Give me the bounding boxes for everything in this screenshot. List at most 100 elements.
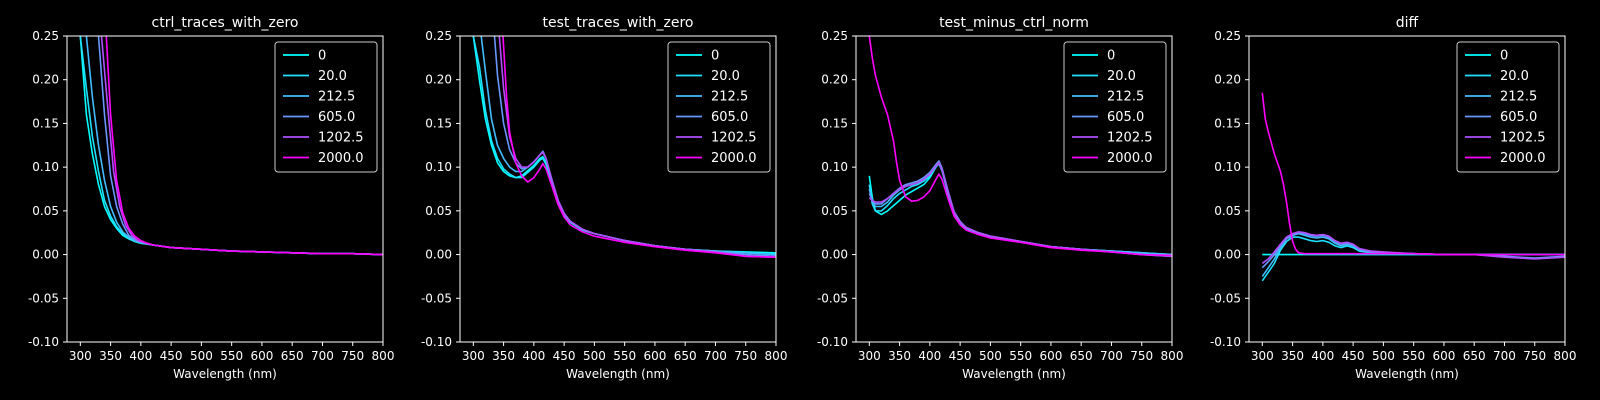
x-tick-label: 500 (1372, 349, 1395, 363)
axes-frame (459, 35, 777, 343)
legend-label-0: 0 (318, 49, 326, 64)
y-tick-label: 0.10 (425, 160, 452, 174)
x-tick-label: 700 (704, 349, 727, 363)
y-tick-label: 0.25 (1214, 29, 1241, 43)
x-tick-label: 300 (462, 349, 485, 363)
legend-label-20.0: 20.0 (711, 69, 740, 84)
y-tick-label: 0.20 (821, 73, 848, 87)
series-group (79, 36, 383, 256)
legend: 0 20.0 212.5 605.0 1202.5 2000.0 (1063, 41, 1167, 173)
series-line-2000.0 (105, 36, 383, 256)
x-tick-label: 750 (1523, 349, 1546, 363)
y-tick-label: -0.05 (1210, 291, 1241, 305)
x-tick-label: 550 (1009, 349, 1032, 363)
subplot-2: test_minus_ctrl_norm 300 350 400 450 500 550 60… (817, 15, 1184, 381)
x-tick-label: 300 (69, 349, 92, 363)
y-tick-label: -0.10 (817, 335, 848, 349)
x-tick-label: 800 (1554, 349, 1577, 363)
y-tick-label: 0.10 (1214, 160, 1241, 174)
series-line-2000.0 (1261, 92, 1565, 256)
series-line-1202.5 (498, 36, 776, 258)
x-tick-label: 450 (1342, 349, 1365, 363)
x-tick-label: 750 (341, 349, 364, 363)
legend-label-605.0: 605.0 (711, 110, 748, 125)
x-tick-label: 400 (1311, 349, 1334, 363)
x-tick-label: 450 (553, 349, 576, 363)
legend-label-1202.5: 1202.5 (318, 131, 364, 146)
legend-label-2000.0: 2000.0 (1500, 151, 1546, 166)
legend-label-1202.5: 1202.5 (1500, 131, 1546, 146)
y-tick-label: -0.05 (28, 291, 59, 305)
x-tick-label: 500 (583, 349, 606, 363)
x-tick-label: 600 (1039, 349, 1062, 363)
y-tick-label: 0.15 (425, 116, 452, 130)
subplot-0: ctrl_traces_with_zero 300 350 400 450 500 550 6… (28, 15, 395, 381)
legend-label-20.0: 20.0 (1500, 69, 1529, 84)
x-tick-label: 550 (613, 349, 636, 363)
legend-box (274, 41, 378, 173)
x-tick-label: 600 (643, 349, 666, 363)
x-tick-label: 700 (1100, 349, 1123, 363)
axes-frame (1248, 35, 1566, 343)
x-axis-label: Wavelength (nm) (566, 367, 670, 381)
x-tick-label: 800 (1161, 349, 1184, 363)
x-tick-label: 650 (674, 349, 697, 363)
x-tick-label: 550 (220, 349, 243, 363)
axes-frame (66, 35, 384, 343)
series-group (868, 36, 1172, 258)
y-tick-label: 0.20 (1214, 73, 1241, 87)
legend-label-0: 0 (1107, 49, 1115, 64)
x-tick-label: 450 (160, 349, 183, 363)
y-tick-label: 0.15 (1214, 116, 1241, 130)
x-tick-label: 650 (1463, 349, 1486, 363)
x-tick-label: 800 (765, 349, 788, 363)
axes-frame (855, 35, 1173, 343)
y-tick-label: -0.05 (817, 291, 848, 305)
x-axis-label: Wavelength (nm) (1355, 367, 1459, 381)
x-tick-label: 600 (250, 349, 273, 363)
y-tick-label: -0.10 (421, 335, 452, 349)
legend: 0 20.0 212.5 605.0 1202.5 2000.0 (1456, 41, 1560, 173)
y-tick-label: 0.05 (32, 204, 59, 218)
x-tick-label: 450 (949, 349, 972, 363)
y-tick-label: 0.20 (32, 73, 59, 87)
legend-label-2000.0: 2000.0 (318, 151, 364, 166)
y-tick-label: -0.10 (28, 335, 59, 349)
y-tick-label: 0.10 (821, 160, 848, 174)
legend-label-0: 0 (711, 49, 719, 64)
x-tick-label: 350 (1281, 349, 1304, 363)
chart-title: ctrl_traces_with_zero (152, 15, 299, 31)
legend: 0 20.0 212.5 605.0 1202.5 2000.0 (274, 41, 378, 173)
legend-box (1456, 41, 1560, 173)
legend-label-605.0: 605.0 (1107, 110, 1144, 125)
x-tick-label: 650 (281, 349, 304, 363)
y-tick-label: 0.25 (425, 29, 452, 43)
y-tick-label: 0.10 (32, 160, 59, 174)
legend-label-2000.0: 2000.0 (711, 151, 757, 166)
subplot-panels: ctrl_traces_with_zero 300 350 400 450 500 550 6… (28, 15, 1577, 381)
legend-label-605.0: 605.0 (1500, 110, 1537, 125)
y-tick-label: -0.10 (1210, 335, 1241, 349)
x-tick-label: 700 (1493, 349, 1516, 363)
legend-label-212.5: 212.5 (711, 90, 748, 105)
y-tick-label: 0.15 (32, 116, 59, 130)
x-tick-label: 600 (1432, 349, 1455, 363)
subplot-1: test_traces_with_zero 300 350 400 450 500 550 6… (421, 15, 788, 381)
chart-title: diff (1396, 15, 1419, 31)
x-tick-label: 700 (311, 349, 334, 363)
y-tick-label: 0.00 (425, 248, 452, 262)
y-tick-label: 0.05 (425, 204, 452, 218)
series-line-1202.5 (868, 162, 1172, 258)
x-tick-label: 750 (1130, 349, 1153, 363)
series-line-2000.0 (868, 36, 1172, 257)
legend-label-605.0: 605.0 (318, 110, 355, 125)
legend-label-0: 0 (1500, 49, 1508, 64)
x-tick-label: 400 (522, 349, 545, 363)
y-tick-label: 0.00 (32, 248, 59, 262)
subplot-3: diff 300 350 400 450 500 550 600 650 700 750 800 -0.… (1210, 15, 1577, 381)
legend-box (1063, 41, 1167, 173)
series-group (1261, 92, 1565, 282)
legend-label-212.5: 212.5 (1500, 90, 1537, 105)
